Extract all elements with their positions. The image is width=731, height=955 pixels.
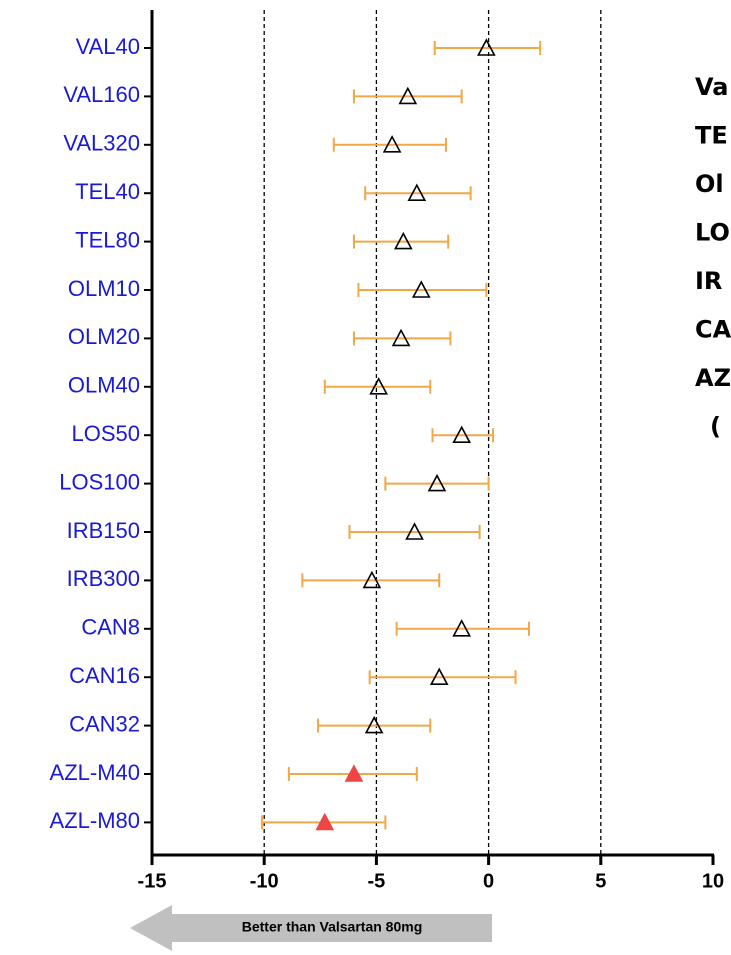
direction-arrow: [130, 905, 492, 951]
x-tick-label: 10: [702, 870, 724, 892]
x-tick-label: -10: [250, 870, 279, 892]
point: [452, 425, 472, 444]
point: [393, 231, 413, 250]
side-text: IR: [695, 267, 722, 295]
x-tick-label: 0: [483, 870, 494, 892]
point: [429, 667, 449, 686]
y-tick-label: LOS50: [72, 421, 141, 446]
y-tick-label: OLM40: [68, 373, 140, 398]
point: [427, 473, 447, 492]
point: [382, 135, 402, 153]
error-bar: [433, 41, 542, 55]
side-text: CA: [695, 316, 731, 344]
error-bar: [352, 89, 463, 104]
error-bar: [352, 331, 452, 346]
side-text: TE: [695, 122, 728, 150]
side-text: LO: [695, 219, 730, 247]
error-bar: [364, 186, 472, 201]
error-bar: [384, 476, 490, 491]
error-bar: [431, 428, 495, 443]
y-tick-label: TEL80: [75, 227, 140, 252]
point: [364, 715, 384, 734]
error-bar: [317, 718, 432, 733]
point: [391, 328, 411, 347]
x-tick-label: 5: [595, 870, 606, 892]
point: [362, 570, 382, 589]
point: [411, 280, 431, 298]
side-text: Ol: [695, 170, 724, 198]
y-tick-label: VAL40: [76, 34, 140, 59]
y-tick-label: CAN32: [69, 711, 140, 736]
y-tick-label: VAL320: [63, 131, 140, 156]
x-tick-label: -5: [368, 870, 386, 892]
y-tick-label: LOS100: [59, 469, 140, 494]
y-tick-label: CAN8: [81, 615, 140, 640]
error-bar: [395, 621, 530, 636]
arrow-label: Better than Valsartan 80mg: [242, 919, 423, 935]
x-tick-label: -15: [138, 870, 167, 892]
side-text: Va: [695, 73, 728, 101]
point: [405, 522, 424, 540]
error-bar: [332, 137, 447, 152]
side-text: (: [710, 413, 721, 441]
point: [344, 764, 364, 782]
error-bar: [348, 525, 481, 539]
y-tick-label: AZL-M40: [50, 760, 140, 785]
point: [398, 86, 418, 105]
y-tick-label: IRB300: [67, 566, 140, 591]
y-tick-label: AZL-M80: [50, 808, 140, 833]
error-bar: [357, 283, 488, 297]
side-text: AZ: [695, 364, 731, 392]
point: [407, 183, 427, 201]
y-tick-label: IRB150: [67, 518, 140, 543]
y-tick-label: VAL160: [63, 82, 140, 107]
y-tick-label: OLM10: [68, 276, 140, 301]
y-tick-label: CAN16: [69, 663, 140, 688]
y-tick-label: TEL40: [75, 179, 140, 204]
error-bar: [323, 379, 432, 394]
error-bar: [301, 573, 441, 588]
point: [477, 38, 496, 56]
y-tick-label: OLM20: [68, 324, 140, 349]
point: [315, 812, 335, 831]
point: [452, 619, 472, 637]
error-bar: [352, 234, 450, 249]
point: [369, 377, 388, 395]
